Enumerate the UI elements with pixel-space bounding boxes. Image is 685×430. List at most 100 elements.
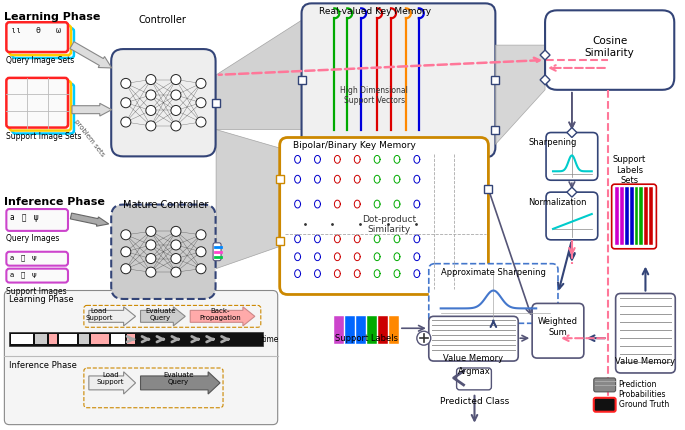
Text: Dot-product
Similarity: Dot-product Similarity bbox=[362, 215, 416, 234]
Circle shape bbox=[196, 230, 206, 240]
Polygon shape bbox=[216, 130, 301, 269]
Bar bbox=[634, 188, 638, 245]
Text: Load
Support: Load Support bbox=[97, 371, 125, 384]
FancyBboxPatch shape bbox=[6, 209, 68, 231]
Text: Sharpening: Sharpening bbox=[528, 137, 577, 146]
FancyBboxPatch shape bbox=[612, 185, 656, 249]
FancyBboxPatch shape bbox=[546, 133, 598, 181]
Bar bbox=[625, 188, 629, 245]
Text: Real-valued Key Memory: Real-valued Key Memory bbox=[319, 7, 432, 16]
FancyArrow shape bbox=[190, 307, 255, 326]
FancyBboxPatch shape bbox=[6, 269, 68, 283]
FancyArrow shape bbox=[89, 372, 136, 394]
FancyBboxPatch shape bbox=[10, 26, 71, 56]
Text: Query Image Sets: Query Image Sets bbox=[6, 56, 75, 65]
Bar bbox=[356, 316, 366, 344]
Circle shape bbox=[171, 106, 181, 116]
FancyBboxPatch shape bbox=[279, 138, 488, 295]
Bar bbox=[378, 316, 388, 344]
Circle shape bbox=[417, 332, 431, 345]
FancyBboxPatch shape bbox=[10, 82, 71, 131]
FancyArrow shape bbox=[72, 104, 112, 117]
Polygon shape bbox=[567, 188, 577, 198]
FancyBboxPatch shape bbox=[6, 79, 68, 128]
Text: Back-
Propagation: Back- Propagation bbox=[199, 308, 241, 321]
Circle shape bbox=[121, 98, 131, 108]
Bar bbox=[111, 335, 125, 344]
Circle shape bbox=[121, 264, 131, 274]
Circle shape bbox=[171, 254, 181, 264]
Bar bbox=[59, 335, 77, 344]
Bar bbox=[649, 188, 653, 245]
Circle shape bbox=[146, 106, 156, 116]
Polygon shape bbox=[540, 51, 550, 61]
Circle shape bbox=[171, 267, 181, 277]
Text: Bipolar/Binary Key Memory: Bipolar/Binary Key Memory bbox=[292, 141, 416, 150]
Bar bbox=[35, 335, 47, 344]
Bar bbox=[12, 335, 33, 344]
Text: Normalization: Normalization bbox=[528, 198, 586, 207]
Text: Learning Phase: Learning Phase bbox=[4, 12, 101, 22]
FancyBboxPatch shape bbox=[6, 23, 68, 53]
FancyBboxPatch shape bbox=[546, 193, 598, 240]
FancyBboxPatch shape bbox=[457, 368, 491, 390]
Text: Evaluate
Query: Evaluate Query bbox=[163, 371, 194, 384]
Bar bbox=[645, 188, 649, 245]
Bar bbox=[491, 126, 499, 134]
FancyBboxPatch shape bbox=[6, 252, 68, 266]
FancyBboxPatch shape bbox=[545, 11, 674, 91]
Circle shape bbox=[146, 254, 156, 264]
Circle shape bbox=[121, 247, 131, 257]
Text: Value Memory: Value Memory bbox=[615, 356, 675, 365]
Text: ιι   θ   ω: ιι θ ω bbox=[12, 26, 62, 35]
FancyBboxPatch shape bbox=[111, 205, 216, 299]
Bar bbox=[297, 77, 306, 85]
Text: Support Labels: Support Labels bbox=[335, 333, 398, 342]
Text: Inference Phase: Inference Phase bbox=[10, 360, 77, 369]
Circle shape bbox=[171, 75, 181, 86]
Circle shape bbox=[196, 247, 206, 257]
Bar bbox=[640, 188, 643, 245]
Text: Predicted Class: Predicted Class bbox=[440, 396, 509, 405]
Text: High Dimensional
Support Vectors: High Dimensional Support Vectors bbox=[340, 86, 408, 105]
FancyArrow shape bbox=[89, 307, 136, 326]
FancyArrow shape bbox=[140, 307, 185, 326]
Text: a   还   ψ: a 还 ψ bbox=[10, 212, 39, 221]
Text: Approximate Sharpening: Approximate Sharpening bbox=[441, 267, 546, 276]
Text: Support Images: Support Images bbox=[6, 286, 67, 295]
Text: Evaluate
Query: Evaluate Query bbox=[145, 308, 175, 321]
Polygon shape bbox=[216, 21, 301, 130]
FancyBboxPatch shape bbox=[12, 29, 74, 59]
Text: Ground Truth: Ground Truth bbox=[619, 399, 669, 408]
Circle shape bbox=[171, 227, 181, 237]
Text: Cosine
Similarity: Cosine Similarity bbox=[585, 36, 634, 58]
FancyBboxPatch shape bbox=[594, 378, 616, 392]
Circle shape bbox=[146, 91, 156, 101]
Polygon shape bbox=[540, 76, 550, 86]
Bar bbox=[49, 335, 57, 344]
Circle shape bbox=[171, 91, 181, 101]
Text: problem sets: problem sets bbox=[73, 118, 105, 158]
Text: Load
Support: Load Support bbox=[85, 308, 112, 321]
Bar bbox=[630, 188, 634, 245]
Polygon shape bbox=[567, 128, 577, 138]
Text: Mature Controller: Mature Controller bbox=[123, 200, 208, 209]
FancyBboxPatch shape bbox=[532, 304, 584, 358]
FancyBboxPatch shape bbox=[4, 291, 277, 425]
Text: Query Images: Query Images bbox=[6, 233, 60, 243]
Text: a   还   ψ: a 还 ψ bbox=[10, 254, 37, 261]
FancyBboxPatch shape bbox=[12, 85, 74, 134]
Bar bbox=[91, 335, 109, 344]
FancyBboxPatch shape bbox=[301, 4, 495, 158]
Circle shape bbox=[121, 230, 131, 240]
Text: a   还   ψ: a 还 ψ bbox=[10, 271, 37, 278]
Circle shape bbox=[171, 122, 181, 132]
Bar bbox=[79, 335, 89, 344]
Text: Argmax: Argmax bbox=[458, 366, 491, 375]
Bar bbox=[10, 332, 263, 346]
Bar bbox=[367, 316, 377, 344]
FancyBboxPatch shape bbox=[111, 50, 216, 157]
Text: Weighted
Sum: Weighted Sum bbox=[538, 316, 578, 336]
FancyBboxPatch shape bbox=[429, 264, 558, 323]
Text: Inference Phase: Inference Phase bbox=[4, 197, 105, 207]
